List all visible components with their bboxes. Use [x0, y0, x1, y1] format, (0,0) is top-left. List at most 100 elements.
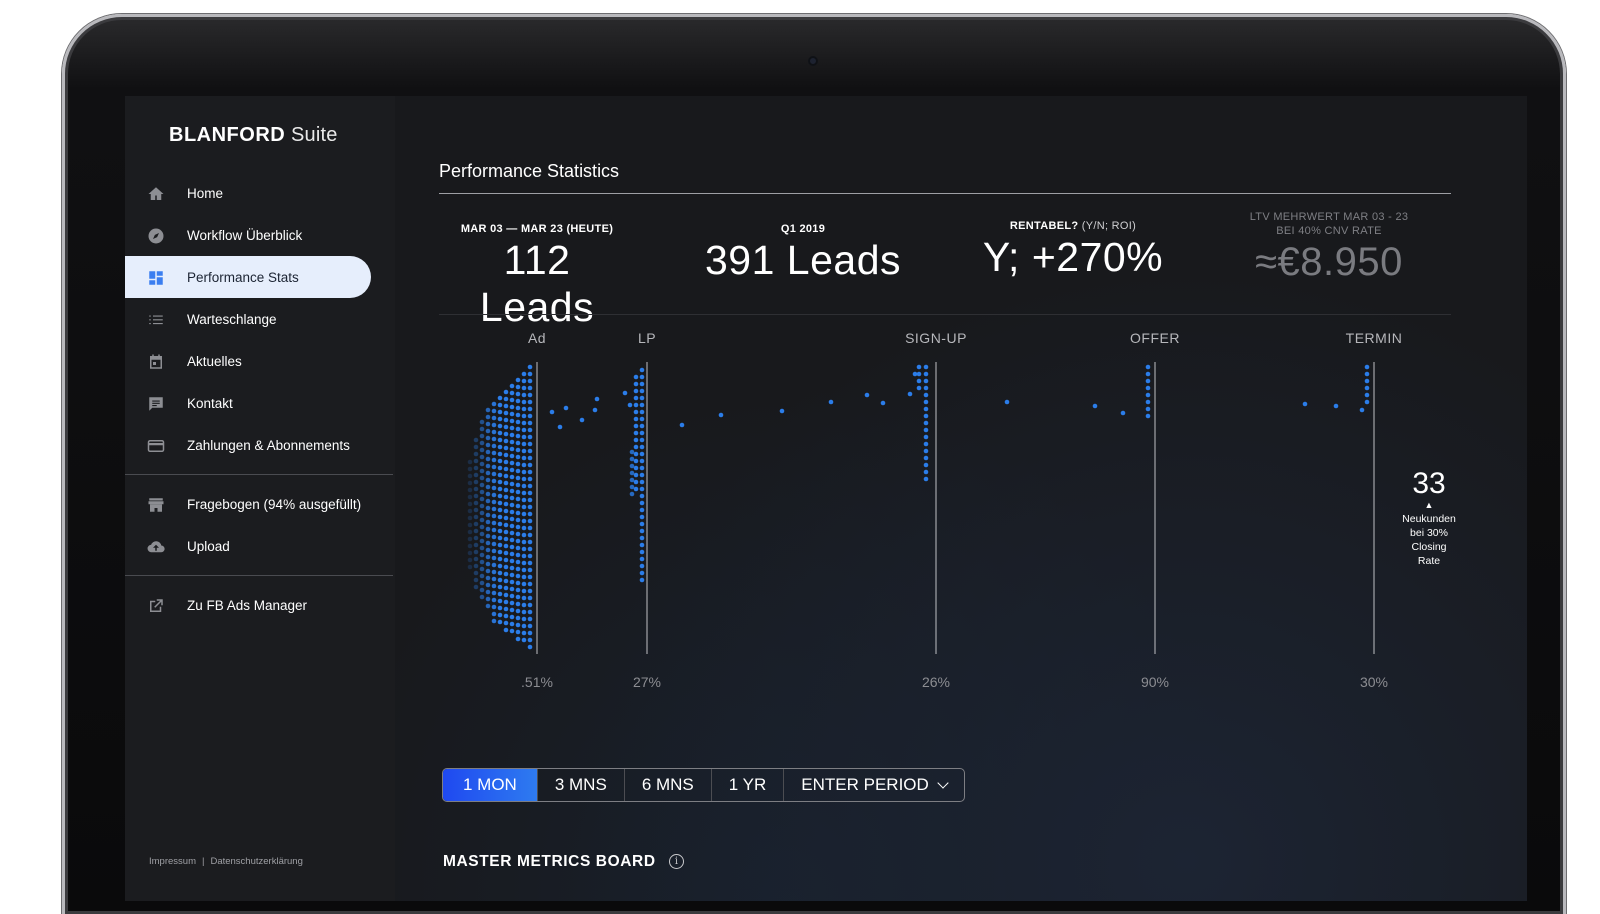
lead-dot — [467, 494, 473, 500]
lead-dot — [1364, 364, 1370, 370]
lead-dot — [527, 483, 533, 489]
sidebar-item-fb-ads-manager[interactable]: Zu FB Ads Manager — [125, 584, 395, 626]
lead-dot — [509, 439, 515, 445]
lead-dot — [491, 618, 497, 624]
lead-dot — [479, 433, 485, 439]
lead-dot — [515, 377, 521, 383]
lead-dot — [503, 396, 509, 402]
lead-dot — [515, 524, 521, 530]
lead-dot — [521, 371, 527, 377]
lead-dot — [479, 454, 485, 460]
lead-dot — [503, 613, 509, 619]
sidebar-item-fragebogen[interactable]: Fragebogen (94% ausgefüllt) — [125, 483, 395, 525]
sidebar-item-workflow[interactable]: Workflow Überblick — [125, 214, 395, 256]
lead-dot — [473, 437, 479, 443]
lead-dot — [503, 438, 509, 444]
kpi-value: Y; +270% — [982, 234, 1164, 280]
lead-dot — [521, 455, 527, 461]
lead-dot — [679, 422, 685, 428]
lead-dot — [479, 503, 485, 509]
lead-dot — [467, 480, 473, 486]
lead-dot — [503, 585, 509, 591]
lead-dot — [639, 514, 645, 520]
lead-dot — [467, 501, 473, 507]
sidebar-item-kontakt[interactable]: Kontakt — [125, 382, 395, 424]
lead-dot — [509, 523, 515, 529]
lead-dot — [503, 431, 509, 437]
lead-dot — [527, 567, 533, 573]
sidebar-item-home[interactable]: Home — [125, 172, 395, 214]
lead-dot — [491, 415, 497, 421]
lead-dot — [629, 477, 635, 483]
lead-dot — [467, 487, 473, 493]
lead-dot — [923, 455, 929, 461]
lead-dot — [527, 630, 533, 636]
lead-dot — [639, 563, 645, 569]
lead-dot — [1145, 364, 1151, 370]
lead-dot — [639, 451, 645, 457]
result-caption-line: bei 30% — [1410, 527, 1448, 539]
period-option-3-mns[interactable]: 3 MNS — [538, 769, 625, 801]
lead-dot — [527, 420, 533, 426]
lead-dot — [509, 502, 515, 508]
lead-dot — [515, 503, 521, 509]
sidebar-item-upload[interactable]: Upload — [125, 525, 395, 567]
lead-dot — [485, 596, 491, 602]
lead-dot — [527, 546, 533, 552]
period-option-6-mns[interactable]: 6 MNS — [625, 769, 712, 801]
lead-dot — [549, 409, 555, 415]
lead-dot — [491, 471, 497, 477]
lead-dot — [923, 469, 929, 475]
kpi-value: 391 Leads — [705, 237, 902, 283]
lead-dot — [521, 546, 527, 552]
lead-dot — [515, 517, 521, 523]
lead-dot — [509, 621, 515, 627]
enter-period-dropdown[interactable]: ENTER PERIOD — [784, 769, 964, 801]
brand-logo[interactable]: BLANFORD Suite — [169, 124, 338, 147]
sidebar-item-label: Home — [187, 185, 224, 201]
lead-dot — [497, 458, 503, 464]
lead-dot — [473, 528, 479, 534]
lead-dot — [521, 511, 527, 517]
info-icon[interactable]: i — [669, 854, 684, 869]
lead-dot — [491, 604, 497, 610]
lead-dot — [592, 407, 598, 413]
lead-dot — [633, 472, 639, 478]
lead-dot — [479, 426, 485, 432]
lead-dot — [639, 423, 645, 429]
lead-dot — [521, 602, 527, 608]
lead-dot — [473, 500, 479, 506]
lead-dot — [639, 437, 645, 443]
lead-dot — [473, 458, 479, 464]
period-option-1-mon[interactable]: 1 MON — [443, 769, 538, 801]
lead-dot — [509, 495, 515, 501]
chat-icon — [149, 397, 163, 411]
compass-icon — [148, 228, 164, 244]
lead-dot — [509, 586, 515, 592]
period-option-1-yr[interactable]: 1 YR — [712, 769, 785, 801]
lead-dot — [485, 589, 491, 595]
dashboard-icon — [149, 271, 163, 285]
lead-dot — [485, 603, 491, 609]
lead-dot — [515, 440, 521, 446]
impressum-link[interactable]: Impressum — [149, 856, 196, 867]
lead-dot — [509, 488, 515, 494]
kpi-label-bold: RENTABEL? — [1009, 220, 1079, 232]
sidebar-item-zahlungen[interactable]: Zahlungen & Abonnements — [125, 424, 395, 466]
privacy-link[interactable]: Datenschutzerklärung — [210, 856, 303, 867]
lead-dot — [467, 459, 473, 465]
lead-dot — [527, 532, 533, 538]
lead-dot — [497, 542, 503, 548]
sidebar-item-aktuelles[interactable]: Aktuelles — [125, 340, 395, 382]
lead-dot — [521, 574, 527, 580]
lead-dot — [509, 593, 515, 599]
sidebar-item-performance-stats[interactable]: Performance Stats — [125, 256, 371, 298]
lead-dot — [497, 619, 503, 625]
lead-dot — [467, 529, 473, 535]
sidebar-item-warteschlange[interactable]: Warteschlange — [125, 298, 395, 340]
lead-dot — [479, 545, 485, 551]
lead-dot — [485, 435, 491, 441]
lead-dot — [509, 558, 515, 564]
lead-dot — [864, 392, 870, 398]
lead-dot — [527, 581, 533, 587]
